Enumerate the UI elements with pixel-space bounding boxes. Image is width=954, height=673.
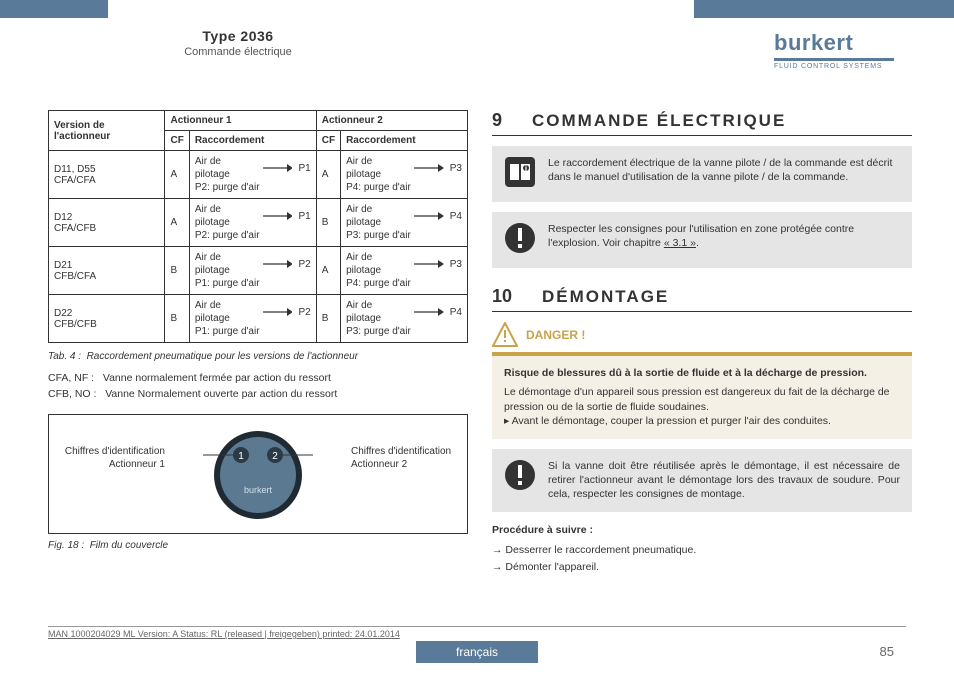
th-cf1: CF [165,131,189,151]
language-tab: français [416,641,538,663]
table-row: D22CFB/CFB B Air de pilotageP2P1: purge … [49,295,468,343]
section-title: COMMANDE ÉLECTRIQUE [532,111,786,131]
page-number: 85 [880,644,894,659]
arrow-right-icon [263,260,292,268]
brand-tagline: FLUID CONTROL SYSTEMS [774,63,894,70]
film-diagram: Chiffres d'identification Actionneur 1 C… [48,414,468,534]
danger-heading: DANGER ! [492,322,912,348]
danger-box: Risque de blessures dû à la sortie de fl… [492,352,912,439]
film-brand: burkert [244,485,273,495]
reuse-text: Si la vanne doit être réutilisée après l… [548,459,900,502]
manual-icon: i [504,156,536,192]
svg-text:i: i [525,164,527,173]
manual-info-text: Le raccordement électrique de la vanne p… [548,156,900,184]
section-title: DÉMONTAGE [542,287,669,307]
arrow-right-icon [263,212,292,220]
procedure: Procédure à suivre : Desserrer le raccor… [492,522,912,576]
arrow-right-icon [414,308,443,316]
digit-1: 1 [238,451,244,462]
table-row: D11, D55CFA/CFA A Air de pilotageP1P2: p… [49,151,468,199]
danger-label: DANGER ! [526,328,585,342]
th-racc2: Raccordement [341,131,468,151]
left-column: Version de l'actionneur Actionneur 1 Act… [48,110,468,551]
reuse-caution-box: Si la vanne doit être réutilisée après l… [492,449,912,512]
chapter-link[interactable]: « 3.1 » [664,237,696,249]
danger-text: Le démontage d'un appareil sous pression… [504,386,890,413]
figure-caption: Fig. 18 : Film du couvercle [48,540,468,551]
cover-film-graphic: 1 2 burkert [203,425,313,528]
th-cf2: CF [316,131,340,151]
caution-box-explosion: Respecter les consignes pour l'utilisati… [492,212,912,268]
top-color-bar [0,0,954,18]
doc-header: Type 2036 Commande électrique [108,28,368,58]
table-row: D12CFA/CFB A Air de pilotageP1P2: purge … [49,199,468,247]
warning-triangle-icon [492,322,518,348]
footer-man-line: MAN 1000204029 ML Version: A Status: RL … [48,626,906,639]
digit-2: 2 [272,451,278,462]
actuator-table: Version de l'actionneur Actionneur 1 Act… [48,110,468,343]
th-version: Version de l'actionneur [49,111,165,151]
th-act2: Actionneur 2 [316,111,467,131]
type-label: Type 2036 [108,28,368,44]
section-number: 9 [492,110,502,131]
section-10-head: 10 DÉMONTAGE [492,286,912,312]
arrow-right-icon [414,260,443,268]
subtitle: Commande électrique [108,46,368,58]
exclamation-icon [504,459,536,495]
definitions: CFA, NF : Vanne normalement fermée par a… [48,372,468,400]
film-left-label: Chiffres d'identification Actionneur 1 [55,445,165,471]
table-caption: Tab. 4 : Raccordement pneumatique pour l… [48,351,468,362]
procedure-step: Desserrer le raccordement pneumatique. [492,542,912,559]
film-right-label: Chiffres d'identification Actionneur 2 [351,445,461,471]
caution-text: Respecter les consignes pour l'utilisati… [548,222,900,250]
arrow-right-icon [414,212,443,220]
arrow-right-icon [414,164,443,172]
brand-underline [774,58,894,61]
procedure-step: Démonter l'appareil. [492,559,912,576]
exclamation-icon [504,222,536,258]
table-row: D21CFB/CFA B Air de pilotageP2P1: purge … [49,247,468,295]
danger-bullet: Avant le démontage, couper la pression e… [504,415,831,427]
brand-text: burkert [774,30,894,56]
manual-info-box: i Le raccordement électrique de la vanne… [492,146,912,202]
section-9-head: 9 COMMANDE ÉLECTRIQUE [492,110,912,136]
section-number: 10 [492,286,512,307]
brand-logo: burkert FLUID CONTROL SYSTEMS [774,30,894,70]
th-act1: Actionneur 1 [165,111,316,131]
right-column: 9 COMMANDE ÉLECTRIQUE i Le raccordement … [492,110,912,576]
th-racc1: Raccordement [189,131,316,151]
arrow-right-icon [263,308,292,316]
arrow-right-icon [263,164,292,172]
procedure-heading: Procédure à suivre : [492,522,912,539]
danger-bold: Risque de blessures dû à la sortie de fl… [504,366,900,381]
